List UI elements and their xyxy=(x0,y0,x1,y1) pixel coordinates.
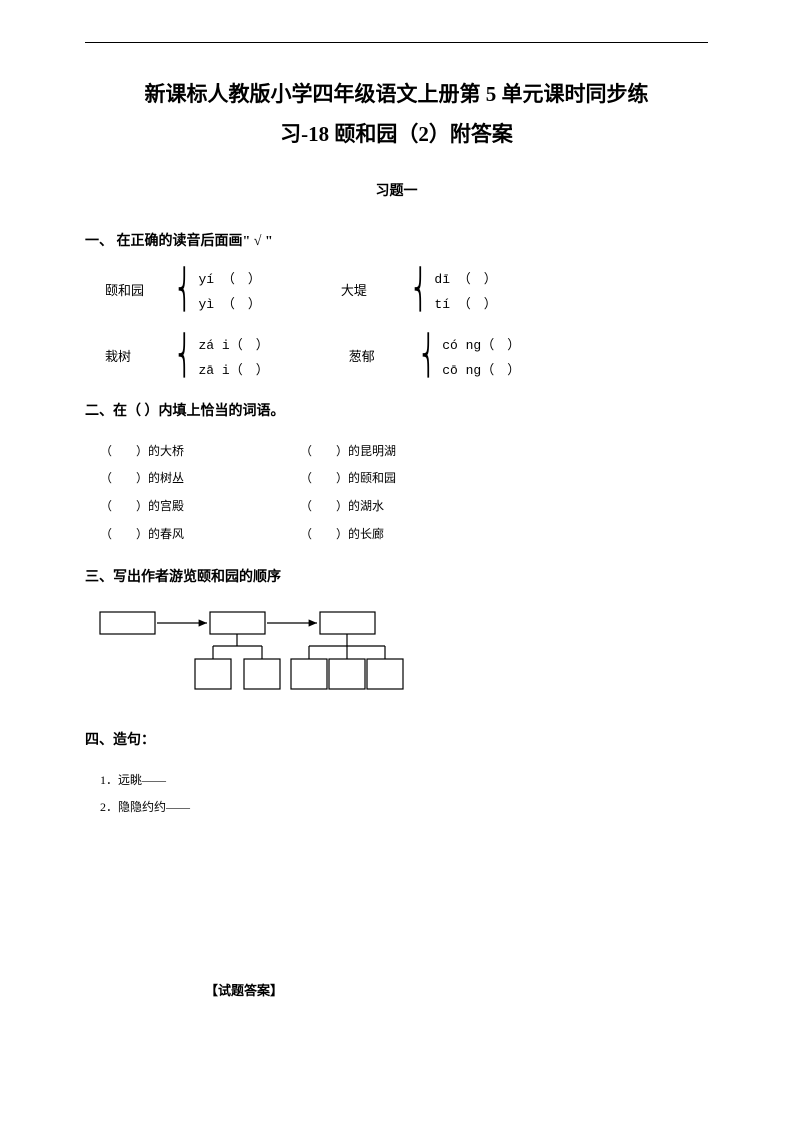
q2-row: （ ）的大桥 （ ）的昆明湖 xyxy=(100,438,708,466)
fill-blank-item: （ ）的树丛 xyxy=(100,465,300,493)
pinyin-option: cō ng（ ） xyxy=(442,359,520,378)
q1-label-4: 葱郁 xyxy=(349,346,414,365)
fill-blank-item: （ ）的昆明湖 xyxy=(300,438,500,466)
section-4-heading: 四、造句： xyxy=(85,729,708,749)
flowchart-diagram xyxy=(85,604,708,704)
q1-label-3: 栽树 xyxy=(105,346,170,365)
q2-row: （ ）的春风 （ ）的长廊 xyxy=(100,521,708,549)
fill-blank-item: （ ）的大桥 xyxy=(100,438,300,466)
left-brace-icon: ⎨ xyxy=(413,271,427,309)
section-2-grid: （ ）的大桥 （ ）的昆明湖 （ ）的树丛 （ ）的颐和园 （ ）的宫殿 （ ）… xyxy=(85,438,708,548)
q1-label-2: 大堤 xyxy=(341,280,406,299)
fill-blank-item: （ ）的颐和园 xyxy=(300,465,500,493)
q2-row: （ ）的树丛 （ ）的颐和园 xyxy=(100,465,708,493)
pinyin-option: có ng（ ） xyxy=(442,334,520,353)
left-brace-icon: ⎨ xyxy=(177,337,191,375)
pinyin-option: zá i（ ） xyxy=(199,334,269,353)
flow-box xyxy=(367,659,403,689)
document-title: 新课标人教版小学四年级语文上册第 5 单元课时同步练 习-18 颐和园（2）附答… xyxy=(85,75,708,155)
flow-box xyxy=(320,612,375,634)
fill-blank-item: （ ）的宫殿 xyxy=(100,493,300,521)
fill-blank-item: （ ）的长廊 xyxy=(300,521,500,549)
pinyin-option: zā i（ ） xyxy=(199,359,269,378)
q2-row: （ ）的宫殿 （ ）的湖水 xyxy=(100,493,708,521)
title-line-1: 新课标人教版小学四年级语文上册第 5 单元课时同步练 xyxy=(85,75,708,115)
pinyin-option: tí （ ） xyxy=(434,293,496,312)
section-3-heading: 三、写出作者游览颐和园的顺序 xyxy=(85,566,708,586)
sentence-item: 1．远眺—— xyxy=(100,767,708,793)
flow-box xyxy=(195,659,231,689)
exercise-subtitle: 习题一 xyxy=(85,180,708,200)
flow-box xyxy=(100,612,155,634)
title-line-2: 习-18 颐和园（2）附答案 xyxy=(85,115,708,155)
brace-group: ⎨ dī （ ） tí （ ） xyxy=(406,268,497,312)
q1-row-2: 栽树 ⎨ zá i（ ） zā i（ ） 葱郁 ⎨ có ng（ ） cō ng… xyxy=(85,334,708,378)
brace-group: ⎨ yí （ ） yì （ ） xyxy=(170,268,261,312)
flow-box xyxy=(329,659,365,689)
pinyin-option: yí （ ） xyxy=(199,268,261,287)
left-brace-icon: ⎨ xyxy=(177,271,191,309)
section-1-heading: 一、 在正确的读音后面画" √ " xyxy=(85,230,708,250)
flow-box xyxy=(210,612,265,634)
fill-blank-item: （ ）的春风 xyxy=(100,521,300,549)
header-rule xyxy=(85,42,708,43)
brace-group: ⎨ zá i（ ） zā i（ ） xyxy=(170,334,269,378)
fill-blank-item: （ ）的湖水 xyxy=(300,493,500,521)
flow-box xyxy=(244,659,280,689)
sentence-item: 2．隐隐约约—— xyxy=(100,794,708,820)
section-4-list: 1．远眺—— 2．隐隐约约—— xyxy=(85,767,708,820)
pinyin-option: yì （ ） xyxy=(199,293,261,312)
flow-box xyxy=(291,659,327,689)
left-brace-icon: ⎨ xyxy=(421,337,435,375)
q1-row-1: 颐和园 ⎨ yí （ ） yì （ ） 大堤 ⎨ dī （ ） tí （ ） xyxy=(85,268,708,312)
brace-group: ⎨ có ng（ ） cō ng（ ） xyxy=(414,334,521,378)
flowchart-svg xyxy=(95,604,415,699)
q1-label-1: 颐和园 xyxy=(105,280,170,299)
pinyin-option: dī （ ） xyxy=(434,268,496,287)
answer-section-label: 【试题答案】 xyxy=(85,980,708,999)
section-2-heading: 二、在（ ）内填上恰当的词语。 xyxy=(85,400,708,420)
